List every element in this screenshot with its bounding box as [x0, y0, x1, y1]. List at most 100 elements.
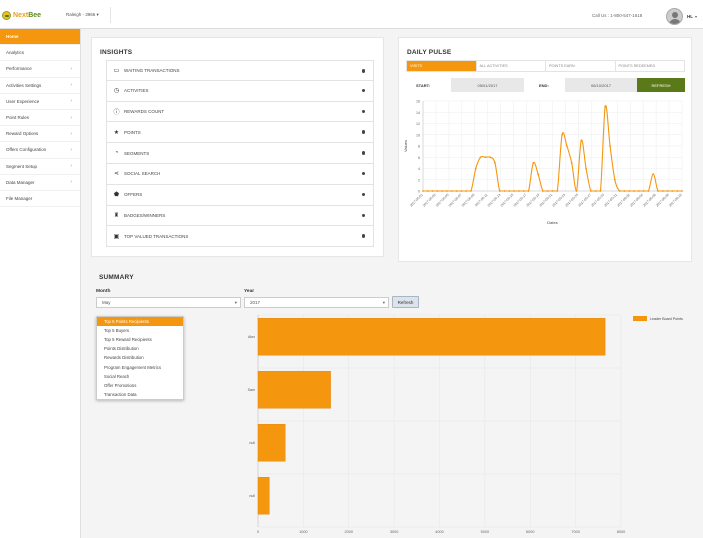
summary-title: SUMMARY [99, 274, 134, 281]
year-select-value: 2017 [250, 300, 261, 305]
sidebar-item-label: Analytics [6, 50, 25, 56]
money-icon: ▣ [113, 233, 120, 240]
data-point [633, 190, 635, 192]
chevron-right-icon: › [70, 130, 72, 137]
data-point [470, 190, 472, 192]
bar [257, 317, 606, 356]
chevron-right-icon: › [70, 82, 72, 89]
pulse-tab[interactable]: ALL ACTIVITIES [477, 61, 546, 71]
data-point [657, 190, 659, 192]
pulse-refresh-button[interactable]: REFRESH [637, 78, 685, 92]
insight-label: OFFERS [124, 192, 143, 198]
insights-list: ▭ WAITING TRANSACTIONS ◷ ACTIVITIES ⓘ REWARDS… [106, 60, 374, 248]
data-point [661, 190, 664, 192]
expand-dot-icon[interactable] [361, 88, 365, 93]
dropdown-option[interactable]: Program Engagement Metrics [104, 364, 162, 370]
month-select[interactable]: May ▾ [96, 297, 241, 308]
insight-row[interactable]: ◔ SEGMENTS [106, 143, 374, 164]
pulse-tab[interactable]: POINTS EARN [546, 61, 616, 71]
sidebar-item-label: Home [6, 34, 19, 40]
x-tick-label: 2000 [345, 530, 353, 534]
data-point [426, 190, 429, 192]
y-tick-label: 2 [418, 178, 420, 182]
top-header: NextBee Raleigh - 3966 ▾ Call Us : 1-800… [0, 0, 703, 29]
dropdown-option[interactable]: Points Distribution [104, 346, 139, 352]
data-point [494, 161, 496, 164]
nextbee-logo[interactable]: NextBee [2, 8, 52, 22]
data-point [671, 190, 674, 192]
year-select[interactable]: 2017 ▾ [244, 297, 389, 308]
insight-row[interactable]: ◷ ACTIVITIES [106, 80, 374, 102]
insight-row[interactable]: ⬟ OFFERS [106, 184, 374, 206]
leaderboard-bar-chart: 0 1000 2000 3000 4000 5000 6000 7000 8000 Alex Sam… [248, 314, 683, 534]
pulse-tab[interactable]: VISITS [407, 61, 477, 71]
data-point [652, 173, 655, 176]
data-point [422, 190, 424, 192]
insight-label: SEGMENTS [124, 150, 150, 156]
insight-row[interactable]: ▭ WAITING TRANSACTIONS [106, 60, 374, 81]
sidebar-item[interactable]: Segment Setup › [0, 159, 80, 175]
expand-dot-icon[interactable] [361, 171, 365, 176]
dropdown-option[interactable]: Top 5 Points Recipients [97, 317, 183, 327]
sidebar-item-label: Offers Configuration [6, 147, 47, 153]
sidebar-item[interactable]: Home [0, 29, 80, 46]
insight-label: TOP VALUED TRANSACTIONS [124, 233, 189, 239]
dropdown-option[interactable]: Top 5 Buyers [104, 328, 130, 334]
sidebar-item[interactable]: File Manager [0, 191, 80, 208]
sidebar-item[interactable]: Offers Configuration › [0, 142, 80, 159]
expand-dot-icon[interactable] [361, 130, 365, 134]
data-point [642, 190, 645, 192]
data-point [522, 190, 525, 192]
dropdown-option[interactable]: Social Reach [104, 373, 130, 379]
sidebar-item[interactable]: Point Rules › [0, 110, 80, 127]
expand-dot-icon[interactable] [361, 109, 365, 114]
x-tick-label: 4000 [435, 530, 443, 534]
daily-pulse-panel: DAILY PULSE VISITS ALL ACTIVITIES POINTS E… [398, 37, 692, 262]
user-avatar[interactable] [666, 8, 683, 25]
summary-refresh-button[interactable]: Refresh [392, 296, 419, 308]
legend-label: Leader Board Points [650, 317, 683, 321]
user-menu-caret-icon[interactable]: ▾ [695, 14, 698, 19]
dropdown-option[interactable]: Rewards Distribution [104, 355, 144, 361]
sidebar-item[interactable]: Data Manager › [0, 175, 80, 191]
expand-dot-icon[interactable] [361, 192, 365, 197]
expand-dot-icon[interactable] [361, 69, 365, 73]
start-label: START: [416, 82, 430, 88]
pulse-tab[interactable]: POINTS REDEEMED [618, 64, 656, 68]
sidebar-item[interactable]: User Experience › [0, 94, 80, 110]
summary-panel: SUMMARY Month May ▾ Year 2017 ▾ Refresh … [91, 265, 692, 538]
y-tick-label: 16 [416, 100, 420, 104]
insight-row[interactable]: ⓘ REWARDS COUNT [106, 101, 374, 123]
star-icon: ★ [113, 129, 120, 136]
clock-icon: ◷ [113, 88, 120, 95]
end-date-input[interactable]: 06/10/2017 [565, 78, 637, 92]
chevron-right-icon: › [70, 114, 72, 121]
sidebar-item[interactable]: Activities Settings › [0, 78, 80, 94]
insight-row[interactable]: ★ POINTS [106, 122, 374, 144]
data-point [613, 178, 616, 181]
dropdown-option[interactable]: Top 5 Reward Recipients [104, 337, 152, 343]
data-point [604, 105, 607, 108]
chevron-right-icon: › [70, 98, 72, 105]
insight-row[interactable]: ♜ BADGES/WINNERS [106, 205, 374, 227]
sidebar-item[interactable]: Performance › [0, 61, 80, 78]
data-point [666, 190, 669, 192]
data-point [441, 190, 444, 192]
brand-location-select[interactable]: Raleigh - 3966 ▾ [59, 7, 111, 23]
sidebar-item[interactable]: Analytics [0, 45, 80, 62]
x-tick-label: 0 [257, 530, 259, 534]
expand-dot-icon[interactable] [361, 213, 365, 218]
insight-row[interactable]: ▣ TOP VALUED TRANSACTIONS [106, 226, 374, 248]
dropdown-option[interactable]: Transaction Data [104, 391, 137, 397]
data-point [498, 190, 501, 192]
sidebar-item[interactable]: Reward Options › [0, 126, 80, 143]
y-tick-label: Sam [248, 388, 255, 392]
dropdown-option[interactable]: Offer Promotions [104, 382, 137, 388]
sidebar-item-label: Segment Setup [6, 163, 38, 169]
expand-dot-icon[interactable] [361, 151, 365, 155]
start-date-input[interactable]: 05/01/2017 [451, 78, 524, 92]
insight-row[interactable]: ⋖ SOCIAL SEARCH [106, 163, 374, 185]
expand-dot-icon[interactable] [361, 234, 365, 238]
main-content: INSIGHTS ▭ WAITING TRANSACTIONS ◷ ACTIVITIE… [81, 29, 703, 538]
user-initials[interactable]: HL [687, 14, 693, 19]
